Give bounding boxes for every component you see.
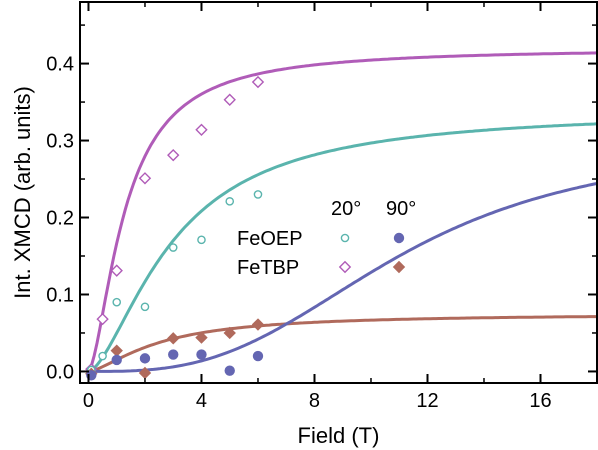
legend-row-feoep: FeOEP bbox=[237, 228, 303, 250]
legend: 20° 90° FeOEP FeTBP bbox=[237, 198, 416, 279]
data-point bbox=[251, 75, 265, 89]
x-tick-label: 16 bbox=[529, 390, 551, 412]
data-point bbox=[139, 353, 151, 364]
data-point bbox=[195, 331, 208, 344]
data-point bbox=[138, 172, 152, 185]
data-point bbox=[96, 312, 109, 326]
legend-header-20deg: 20° bbox=[331, 198, 361, 220]
y-tick-label: 0.0 bbox=[46, 361, 74, 383]
data-points bbox=[85, 75, 265, 381]
data-point bbox=[168, 349, 179, 360]
x-tick-label: 0 bbox=[83, 390, 94, 412]
fit-curve bbox=[87, 51, 598, 373]
data-point bbox=[196, 349, 207, 360]
x-tick-label: 4 bbox=[196, 390, 207, 412]
data-point bbox=[168, 243, 178, 252]
data-point bbox=[167, 148, 180, 162]
data-point bbox=[253, 190, 263, 199]
data-point bbox=[98, 351, 107, 361]
y-axis-label: Int. XMCD (arb. units) bbox=[10, 86, 35, 299]
data-point bbox=[111, 354, 122, 366]
data-point bbox=[195, 123, 208, 136]
data-point bbox=[110, 344, 123, 357]
plot-frame bbox=[79, 1, 598, 384]
data-point bbox=[223, 93, 236, 106]
y-tick-label: 0.2 bbox=[46, 208, 74, 230]
x-axis-ticks: 0 4 8 12 16 bbox=[83, 2, 552, 412]
y-tick-label: 0.1 bbox=[46, 284, 74, 306]
data-point bbox=[110, 264, 123, 277]
y-axis-ticks: 0.0 0.1 0.2 0.3 0.4 bbox=[46, 24, 597, 383]
data-point bbox=[251, 318, 265, 331]
data-point bbox=[225, 197, 235, 206]
legend-row-fetbp: FeTBP bbox=[237, 257, 299, 279]
data-point bbox=[393, 232, 405, 244]
data-point bbox=[338, 260, 352, 274]
fit-curve bbox=[88, 182, 598, 373]
legend-header-90deg: 90° bbox=[386, 198, 416, 220]
data-point bbox=[140, 302, 150, 312]
data-point bbox=[197, 235, 206, 245]
data-point bbox=[340, 233, 350, 243]
fit-curve bbox=[87, 122, 598, 373]
x-tick-label: 12 bbox=[416, 390, 438, 412]
data-point bbox=[392, 260, 406, 274]
data-point bbox=[112, 297, 122, 307]
y-tick-label: 0.4 bbox=[46, 54, 74, 76]
legend-markers bbox=[338, 232, 406, 274]
x-tick-label: 8 bbox=[309, 390, 320, 412]
data-point bbox=[167, 332, 180, 345]
data-point bbox=[224, 365, 235, 376]
fit-curve bbox=[88, 315, 597, 373]
data-point bbox=[223, 326, 236, 340]
x-axis-label: Field (T) bbox=[298, 423, 380, 448]
data-point bbox=[252, 350, 264, 362]
y-tick-label: 0.3 bbox=[46, 131, 74, 153]
